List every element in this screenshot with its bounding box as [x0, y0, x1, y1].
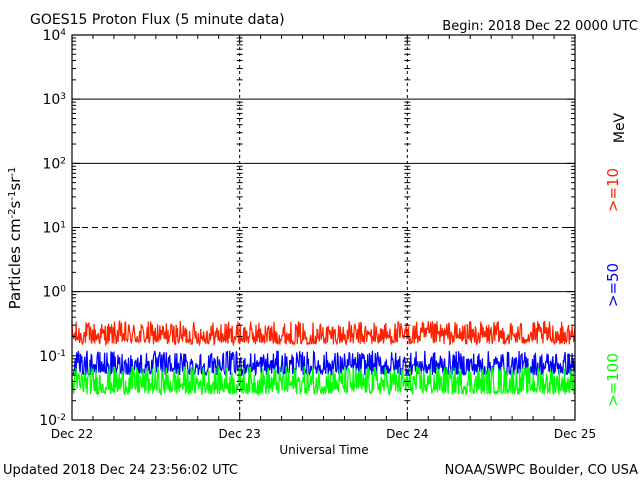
y-tick-label-2: 102: [42, 156, 66, 172]
updated-timestamp: Updated 2018 Dec 24 23:56:02 UTC: [3, 463, 238, 478]
legend-label-2: >=100: [604, 353, 622, 407]
x-tick-label-2: Dec 24: [386, 427, 428, 441]
x-tick-label-3: Dec 25: [554, 427, 596, 441]
y-tick-label-5: 10-1: [39, 349, 66, 365]
x-tick-label-0: Dec 22: [51, 427, 93, 441]
y-tick-label-4: 100: [42, 285, 66, 301]
y-tick-label-3: 101: [42, 221, 66, 237]
series-line-0: [71, 319, 576, 347]
unit-label: MeV: [612, 112, 628, 143]
chart-title: GOES15 Proton Flux (5 minute data): [30, 12, 285, 28]
credit-text: NOAA/SWPC Boulder, CO USA: [445, 463, 638, 478]
y-tick-label-0: 104: [42, 28, 66, 44]
grid-lines: [72, 35, 575, 420]
x-axis-label: Universal Time: [279, 443, 368, 457]
y-tick-label-1: 103: [42, 92, 66, 108]
series-line-2: [71, 364, 576, 397]
x-tick-label-1: Dec 23: [219, 427, 261, 441]
y-tick-label-6: 10-2: [39, 413, 66, 429]
begin-time: Begin: 2018 Dec 22 0000 UTC: [442, 19, 638, 34]
legend-label-1: >=50: [604, 263, 622, 307]
y-axis-label: Particles cm-2s-1sr-1: [6, 167, 24, 310]
legend-label-0: >=10: [604, 168, 622, 212]
